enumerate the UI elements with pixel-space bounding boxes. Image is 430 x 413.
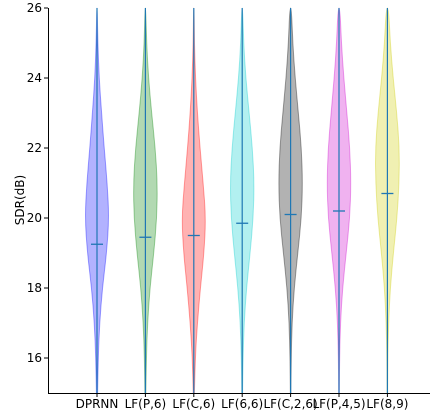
violin-5 (326, 7, 352, 394)
violin-2 (181, 7, 206, 394)
x-tick-label: LF(C,2,6) (263, 397, 317, 411)
y-tick-label: 22 (27, 141, 42, 155)
y-tick-label: 20 (27, 211, 42, 225)
violin-1 (133, 7, 158, 394)
violin-6 (375, 7, 400, 394)
y-ticks: 16 18 20 22 24 26 (27, 1, 48, 365)
x-tick-label: LF(8,9) (366, 397, 408, 411)
x-tick-label: DPRNN (76, 397, 119, 411)
y-tick-label: 26 (27, 1, 42, 15)
x-tick-label: LF(P,4,5) (312, 397, 365, 411)
x-tick-label: LF(P,6) (125, 397, 167, 411)
y-tick-label: 24 (27, 71, 42, 85)
y-tick-label: 16 (27, 351, 42, 365)
x-tick-label: LF(6,6) (221, 397, 263, 411)
x-tick-label: LF(C,6) (172, 397, 215, 411)
y-tick-label: 18 (27, 281, 42, 295)
x-ticks: DPRNN LF(P,6) LF(C,6) LF(6,6) LF(C,2,6)LF(P,… (76, 393, 408, 411)
violin-3 (230, 7, 255, 394)
axes-spines (48, 8, 430, 394)
violin-0 (85, 7, 109, 394)
violin-layer (85, 7, 400, 394)
y-axis-title: SDR(dB) (13, 175, 27, 225)
violin-4 (278, 7, 303, 394)
